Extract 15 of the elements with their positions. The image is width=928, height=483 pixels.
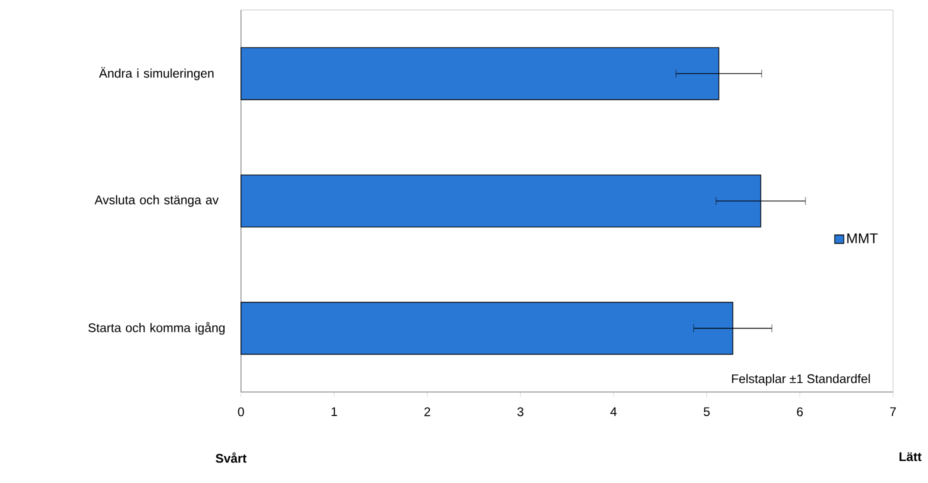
x-tick-label: 1 bbox=[332, 407, 338, 416]
text: Svårt bbox=[216, 452, 246, 463]
x-tick-label: 6 bbox=[797, 407, 803, 416]
y-tick-label: Ändra i simuleringen bbox=[98, 67, 214, 80]
annotation: Felstaplar ±1 Standardfel bbox=[732, 374, 870, 386]
x-tick-label: 5 bbox=[704, 407, 710, 416]
x-tick-label: 0 bbox=[238, 407, 244, 416]
legend-label: MMT bbox=[847, 233, 878, 244]
x-tick-label: 2 bbox=[424, 407, 430, 416]
y-tick-label: Starta och komma igång bbox=[88, 322, 225, 335]
x-tick-label: 4 bbox=[610, 407, 617, 416]
text: Lätt bbox=[900, 452, 922, 462]
y-tick-label: Avsluta och stänga av bbox=[94, 195, 219, 207]
x-tick-label: 7 bbox=[890, 407, 896, 416]
x-tick-label: 3 bbox=[517, 407, 524, 416]
